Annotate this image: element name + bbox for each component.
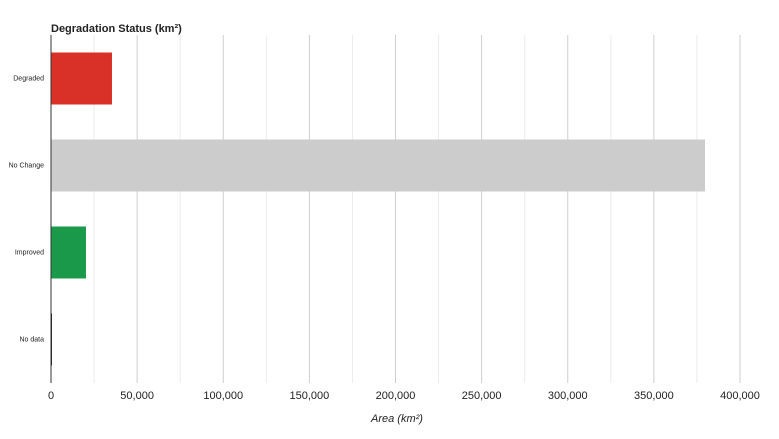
x-tick-label: 0 — [48, 390, 54, 402]
x-tick-label: 200,000 — [376, 390, 416, 402]
y-tick-label: Degraded — [13, 75, 44, 82]
chart-title: Degradation Status (km²) — [51, 23, 182, 35]
x-tick-label: 150,000 — [289, 390, 329, 402]
bar — [51, 52, 112, 105]
x-tick-label: 300,000 — [548, 390, 588, 402]
x-tick-label: 100,000 — [203, 390, 243, 402]
x-tick-label: 50,000 — [120, 390, 154, 402]
bar — [51, 226, 86, 279]
x-tick-label: 250,000 — [462, 390, 502, 402]
y-tick-label: No Change — [9, 162, 45, 169]
y-tick-label: Improved — [15, 249, 44, 256]
bar — [51, 139, 706, 192]
x-tick-label: 400,000 — [720, 390, 760, 402]
x-tick-label: 350,000 — [634, 390, 674, 402]
x-axis-title: Area (km²) — [370, 413, 423, 425]
y-tick-label: No data — [19, 336, 44, 343]
